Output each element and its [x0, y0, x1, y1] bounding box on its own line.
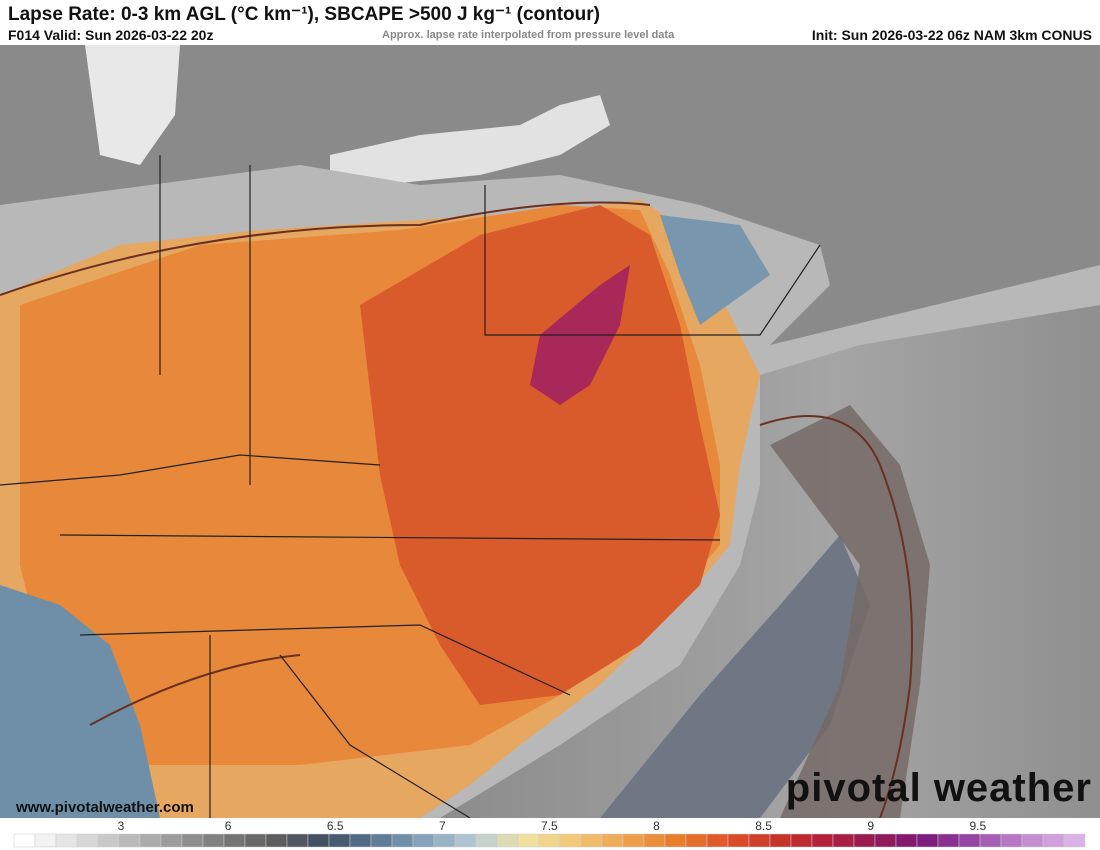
- watermark-url: www.pivotalweather.com: [16, 799, 194, 816]
- ocean-cape-region: [770, 405, 930, 818]
- watermark-brand: pivotal weather: [785, 766, 1092, 810]
- cape-contour: [89, 415, 913, 818]
- colorbar-swatch: [1063, 833, 1086, 848]
- colorbar-swatch: [916, 833, 939, 848]
- cape-contour: [0, 201, 651, 296]
- colorbar-swatch: [139, 833, 162, 848]
- colorbar-swatch: [664, 833, 687, 848]
- colorbar-swatch: [244, 833, 267, 848]
- colorbar-swatch: [1000, 833, 1023, 848]
- colorbar-swatch: [97, 833, 120, 848]
- colorbar-swatch: [55, 833, 78, 848]
- colorbar-label: 7: [439, 819, 446, 833]
- colorbar-swatch: [538, 833, 561, 848]
- colorbar-swatch: [685, 833, 708, 848]
- colorbar-swatch: [853, 833, 876, 848]
- colorbar-swatch: [811, 833, 834, 848]
- map-title: Lapse Rate: 0-3 km AGL (°C km⁻¹), SBCAPE…: [8, 4, 600, 25]
- colorbar-swatch: [937, 833, 960, 848]
- colorbar-swatch: [34, 833, 57, 848]
- colorbar-swatch: [370, 833, 393, 848]
- colorbar-swatch: [979, 833, 1002, 848]
- colorbar-swatch: [118, 833, 141, 848]
- colorbar-swatch: [601, 833, 624, 848]
- colorbar-swatch: [1042, 833, 1065, 848]
- colorbar-label: 6.5: [327, 819, 344, 833]
- colorbar-swatch: [433, 833, 456, 848]
- lapse-cool-east: [660, 215, 770, 325]
- ocean-cool: [600, 535, 870, 818]
- colorbar-swatch: [706, 833, 729, 848]
- colorbar-swatch: [223, 833, 246, 848]
- colorbar-label: 8: [653, 819, 660, 833]
- colorbar-swatch: [769, 833, 792, 848]
- lapse-8-5: [360, 205, 720, 705]
- colorbar-label: 6: [225, 819, 232, 833]
- colorbar-label: 8.5: [755, 819, 772, 833]
- colorbar-swatch: [496, 833, 519, 848]
- state-borders: [0, 155, 821, 818]
- colorbar-swatch: [748, 833, 771, 848]
- colorbar-label: 9: [867, 819, 874, 833]
- colorbar: 3 6 6.5 7 7.5 8 8.5 9 9.5: [13, 819, 1086, 848]
- colorbar-swatch: [559, 833, 582, 848]
- colorbar-label: 9.5: [969, 819, 986, 833]
- colorbar-swatch: [475, 833, 498, 848]
- colorbar-swatch: [76, 833, 99, 848]
- colorbar-swatch: [832, 833, 855, 848]
- colorbar-swatch: [160, 833, 183, 848]
- ocean: [440, 305, 1100, 818]
- colorbar-swatch: [895, 833, 918, 848]
- colorbar-swatch: [391, 833, 414, 848]
- init-time: Init: Sun 2026-03-22 06z NAM 3km CONUS: [811, 27, 1092, 43]
- colorbar-swatch: [265, 833, 288, 848]
- map: [0, 45, 1100, 818]
- colorbar-swatch: [874, 833, 897, 848]
- colorbar-swatch: [958, 833, 981, 848]
- colorbar-swatch: [517, 833, 540, 848]
- colorbar-swatch: [1021, 833, 1044, 848]
- colorbar-swatch: [727, 833, 750, 848]
- colorbar-swatch: [13, 833, 36, 848]
- lake-erie-ontario: [330, 95, 610, 185]
- note: Approx. lapse rate interpolated from pre…: [382, 29, 675, 41]
- lake-michigan: [85, 45, 180, 165]
- colorbar-swatch: [307, 833, 330, 848]
- colorbar-swatch: [328, 833, 351, 848]
- colorbar-swatch: [790, 833, 813, 848]
- colorbar-swatch: [454, 833, 477, 848]
- colorbar-swatch: [580, 833, 603, 848]
- colorbar-swatch: [643, 833, 666, 848]
- colorbar-swatch: [622, 833, 645, 848]
- valid-time: F014 Valid: Sun 2026-03-22 20z: [8, 27, 214, 43]
- colorbar-label: 3: [118, 819, 125, 833]
- colorbar-label: 7.5: [541, 819, 558, 833]
- colorbar-swatch: [181, 833, 204, 848]
- colorbar-swatch: [412, 833, 435, 848]
- colorbar-swatch: [286, 833, 309, 848]
- colorbar-swatch: [202, 833, 225, 848]
- colorbar-swatch: [349, 833, 372, 848]
- lapse-6-5: [0, 585, 160, 818]
